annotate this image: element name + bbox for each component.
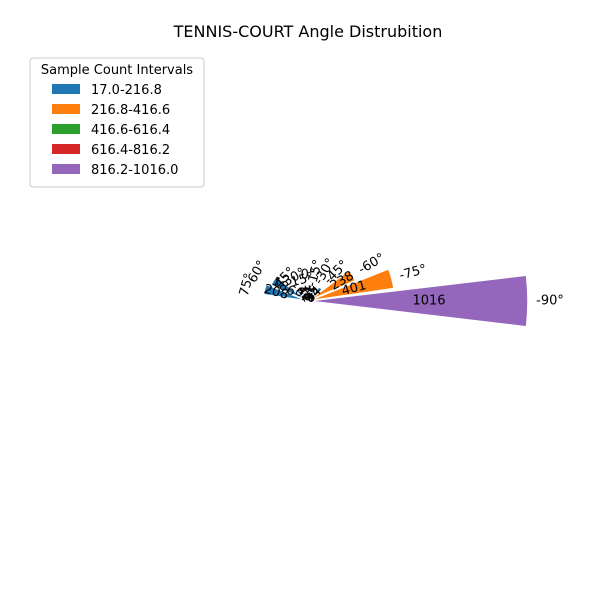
legend-swatch (52, 124, 80, 134)
legend: Sample Count Intervals 17.0-216.8 216.8-4… (29, 57, 205, 188)
legend-swatch (52, 84, 80, 94)
bar-value-label: 1016 (412, 294, 445, 309)
bar (307, 267, 395, 302)
bar (270, 275, 309, 302)
bar-value-label: 31 (301, 283, 320, 303)
bar (307, 269, 357, 302)
bar-value-label: 17 (297, 283, 316, 303)
angle-tick-label: -75° (398, 262, 429, 284)
legend-entry-label: 616.4-816.2 (91, 143, 170, 158)
bar-value-label: 401 (340, 278, 368, 299)
legend-entry-label: 17.0-216.8 (91, 83, 162, 98)
bars-group (262, 267, 529, 328)
legend-swatch (52, 164, 80, 174)
legend-swatch (52, 144, 80, 154)
angle-tick-label: -15° (305, 258, 327, 289)
angle-tick-label: 0° (301, 268, 316, 283)
bar-value-label: 42 (293, 283, 314, 305)
bar-value-label: 36 (301, 285, 316, 302)
legend-entry-label: 216.8-416.6 (91, 103, 170, 118)
angle-tick-label: 15° (289, 270, 315, 290)
legend-swatch (52, 104, 80, 114)
bar-value-label: 55 (301, 283, 322, 305)
legend-entry-label: 816.2-1016.0 (91, 163, 178, 178)
bar (307, 274, 529, 328)
angle-tick-label: 75° (237, 272, 257, 298)
chart-title: TENNIS-COURT Angle Distrubition (173, 22, 443, 41)
bar (262, 283, 309, 302)
angle-tick-label: -90° (536, 294, 564, 309)
legend-entry-label: 416.6-616.4 (91, 123, 170, 138)
bar-value-label: 208 (262, 282, 290, 303)
legend-title: Sample Count Intervals (41, 63, 193, 78)
